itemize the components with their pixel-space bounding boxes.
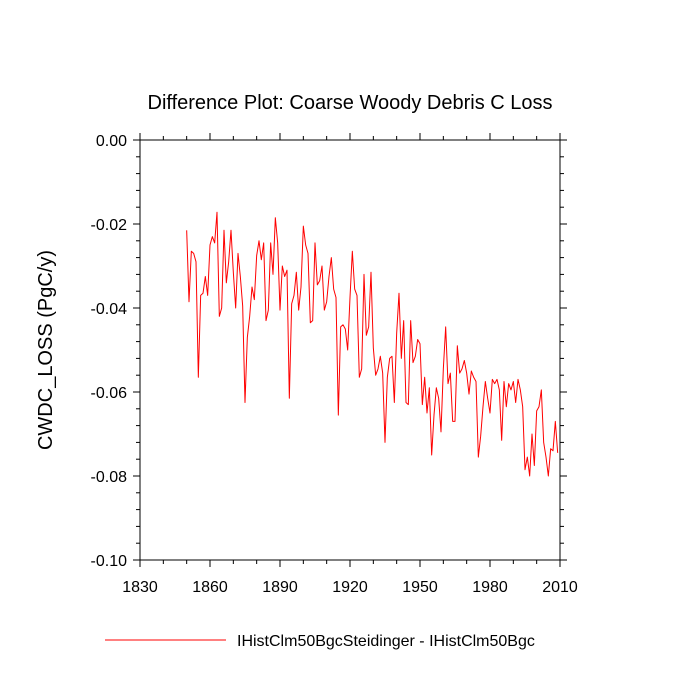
chart-title: Difference Plot: Coarse Woody Debris C L… bbox=[148, 92, 553, 114]
y-tick-label: -0.08 bbox=[91, 469, 128, 486]
x-tick-label: 1920 bbox=[332, 579, 368, 596]
y-tick-label: 0.00 bbox=[96, 133, 127, 150]
plot-frame bbox=[139, 139, 561, 561]
x-axis-ticks: 1830 1860 1890 1920 1950 1980 2010 bbox=[122, 133, 578, 596]
y-tick-label: -0.10 bbox=[91, 553, 128, 570]
x-tick-label: 2010 bbox=[542, 579, 578, 596]
y-tick-label: -0.04 bbox=[91, 301, 128, 318]
x-tick-label: 1830 bbox=[122, 579, 158, 596]
x-tick-label: 1860 bbox=[192, 579, 228, 596]
y-axis-label: CWDC_LOSS (PgC/y) bbox=[35, 250, 57, 450]
y-tick-label: -0.02 bbox=[91, 217, 128, 234]
series-line bbox=[186, 211, 559, 477]
series-layer bbox=[186, 211, 559, 477]
x-tick-label: 1950 bbox=[402, 579, 438, 596]
x-tick-label: 1980 bbox=[472, 579, 508, 596]
x-tick-label: 1890 bbox=[262, 579, 298, 596]
y-tick-label: -0.06 bbox=[91, 385, 128, 402]
legend-label: IHistClm50BgcSteidinger - IHistClm50Bgc bbox=[237, 633, 535, 650]
y-axis-ticks: 0.00 -0.02 -0.04 -0.06 -0.08 -0.10 bbox=[91, 133, 567, 570]
